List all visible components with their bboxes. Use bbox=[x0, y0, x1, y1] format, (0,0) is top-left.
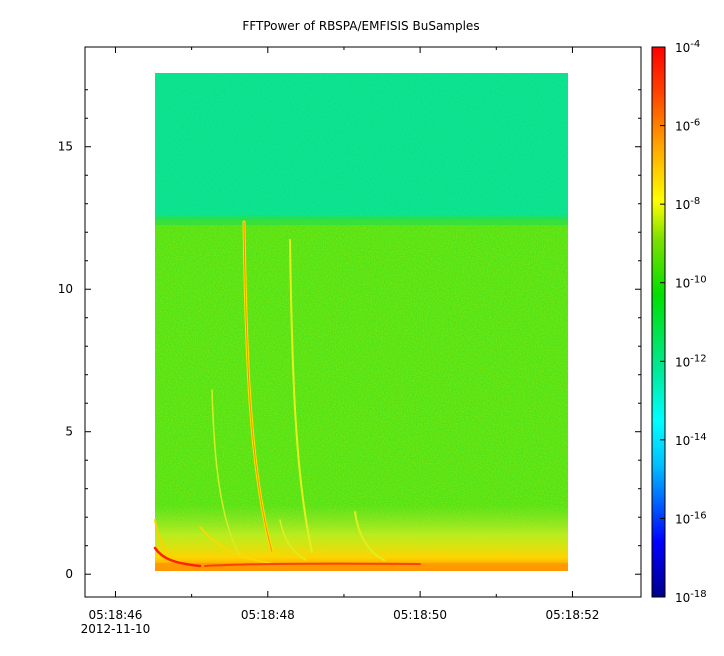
colorbar-tick-label: 10-6 bbox=[675, 118, 700, 134]
colorbar-gradient bbox=[651, 46, 666, 598]
y-axis: 0 5 10 15 bbox=[58, 89, 641, 581]
colorbar-tick-label: 10-8 bbox=[675, 196, 700, 212]
colorbar-ticks: 10-4 10-6 10-8 10-10 10-12 10-14 10-16 10-18 bbox=[660, 39, 707, 605]
spectrogram-upper-noise bbox=[155, 73, 568, 225]
x-tick-label: 05:18:46 bbox=[89, 608, 143, 622]
x-axis: 05:18:46 05:18:48 05:18:50 05:18:52 2012-11-… bbox=[81, 47, 599, 636]
whistler-trace bbox=[204, 562, 421, 567]
colorbar-tick-label: 10-4 bbox=[675, 39, 700, 55]
colorbar-tick-label: 10-14 bbox=[675, 432, 707, 448]
x-date-label: 2012-11-10 bbox=[81, 622, 151, 636]
spectrogram-image bbox=[153, 73, 568, 571]
y-tick-label: 5 bbox=[65, 425, 73, 439]
y-tick-label: 10 bbox=[58, 282, 73, 296]
colorbar: 10-4 10-6 10-8 10-10 10-12 10-14 10-16 10-18 bbox=[651, 39, 707, 605]
whistler-trace bbox=[289, 239, 313, 553]
y-tick-label: 15 bbox=[58, 140, 73, 154]
whistler-trace bbox=[279, 519, 307, 561]
x-tick-label: 05:18:48 bbox=[241, 608, 295, 622]
y-tick-label: 0 bbox=[65, 567, 73, 581]
whistler-trace bbox=[199, 526, 271, 564]
chart-title: FFTPower of RBSPA/EMFISIS BuSamples bbox=[242, 19, 479, 33]
whistler-trace bbox=[243, 221, 273, 553]
whistler-trace bbox=[153, 546, 202, 568]
colorbar-tick-label: 10-18 bbox=[675, 589, 707, 605]
x-tick-label: 05:18:50 bbox=[393, 608, 447, 622]
colorbar-tick-label: 10-16 bbox=[675, 510, 707, 526]
colorbar-tick-label: 10-12 bbox=[675, 353, 707, 369]
zero-frequency-band bbox=[155, 563, 568, 571]
colorbar-tick-label: 10-10 bbox=[675, 275, 707, 291]
whistler-trace bbox=[354, 511, 385, 561]
whistler-traces bbox=[153, 220, 421, 568]
band-transition bbox=[155, 215, 568, 225]
whistler-trace bbox=[211, 389, 241, 557]
x-tick-label: 05:18:52 bbox=[545, 608, 599, 622]
